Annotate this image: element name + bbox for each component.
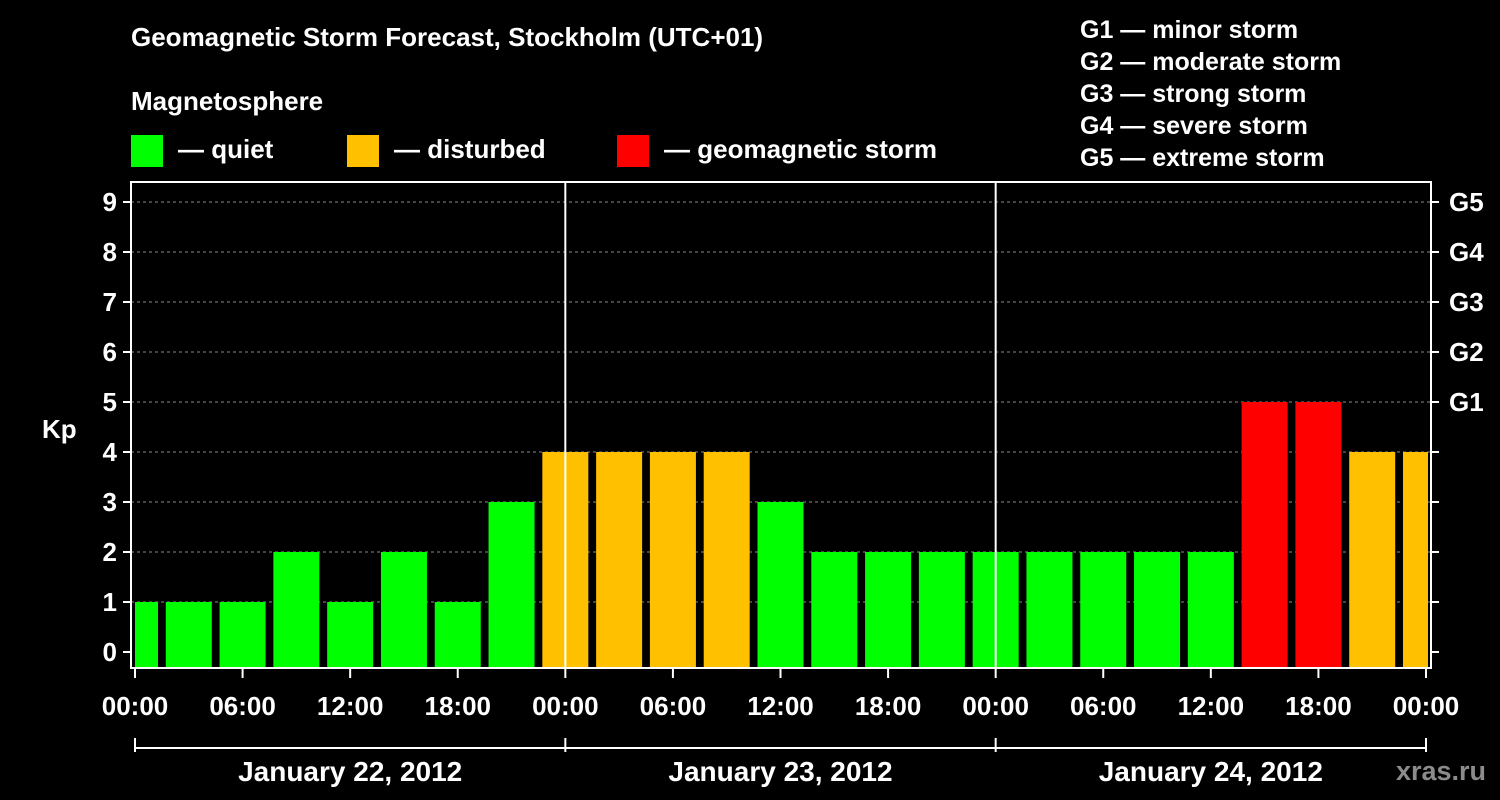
date-label: January 22, 2012	[238, 756, 462, 787]
chart-title: Geomagnetic Storm Forecast, Stockholm (U…	[131, 22, 764, 52]
g-scale-label: G2	[1449, 337, 1484, 367]
kp-bar	[1134, 552, 1181, 668]
kp-bar	[488, 502, 535, 668]
x-tick-label: 12:00	[317, 691, 384, 721]
y-tick-label: 8	[103, 237, 117, 267]
date-label: January 23, 2012	[668, 756, 892, 787]
kp-bar	[1080, 552, 1127, 668]
legend-label-disturbed: — disturbed	[394, 134, 546, 164]
x-tick-label: 12:00	[747, 691, 814, 721]
g-scale-item: G4 — severe storm	[1080, 112, 1308, 140]
x-tick-label: 00:00	[962, 691, 1029, 721]
watermark: xras.ru	[1395, 756, 1486, 786]
g-scale-item: G1 — minor storm	[1080, 16, 1299, 44]
kp-bar	[596, 452, 643, 668]
g-scale-list: G1 — minor storm G2 — moderate storm G3 …	[1080, 14, 1341, 174]
legend-swatch-storm	[617, 135, 649, 167]
kp-bar	[219, 602, 266, 668]
g-scale-label: G4	[1449, 237, 1484, 267]
y-tick-label: 4	[103, 437, 118, 467]
kp-bar	[918, 552, 965, 668]
kp-bar	[165, 602, 212, 668]
kp-bar	[1403, 452, 1428, 668]
x-tick-label: 00:00	[1393, 691, 1460, 721]
kp-bar	[1187, 552, 1234, 668]
x-tick-label: 00:00	[102, 691, 169, 721]
chart-subtitle: Magnetosphere	[131, 86, 324, 116]
legend-label-quiet: — quiet	[178, 134, 274, 164]
x-tick-label: 12:00	[1178, 691, 1245, 721]
kp-bar	[649, 452, 696, 668]
y-tick-label: 3	[103, 487, 117, 517]
y-tick-label: 0	[103, 637, 117, 667]
y-tick-label: 1	[103, 587, 117, 617]
y-tick-label: 7	[103, 287, 117, 317]
g-scale-item: G3 — strong storm	[1080, 80, 1307, 108]
kp-bar	[327, 602, 374, 668]
legend-swatch-disturbed	[347, 135, 379, 167]
kp-bar	[380, 552, 427, 668]
kp-bar	[703, 452, 750, 668]
x-tick-label: 00:00	[532, 691, 599, 721]
y-axis-label: Kp	[42, 414, 77, 444]
g-scale-label: G1	[1449, 387, 1484, 417]
x-tick-label: 18:00	[855, 691, 922, 721]
x-tick-label: 06:00	[1070, 691, 1137, 721]
x-tick-label: 06:00	[640, 691, 707, 721]
kp-bar	[1026, 552, 1073, 668]
kp-bar	[135, 602, 158, 668]
g-scale-item: G5 — extreme storm	[1080, 144, 1325, 172]
y-tick-label: 2	[103, 537, 117, 567]
y-tick-label: 9	[103, 187, 117, 217]
g-scale-item: G2 — moderate storm	[1080, 48, 1342, 76]
x-tick-label: 18:00	[1285, 691, 1352, 721]
date-label: January 24, 2012	[1099, 756, 1323, 787]
y-tick-label: 5	[103, 387, 117, 417]
kp-bar	[1295, 402, 1342, 668]
x-tick-label: 06:00	[209, 691, 276, 721]
kp-bar	[865, 552, 912, 668]
g-scale-label: G5	[1449, 187, 1484, 217]
kp-bar	[273, 552, 320, 668]
kp-bar	[757, 502, 804, 668]
kp-bar	[1349, 452, 1396, 668]
g-scale-label: G3	[1449, 287, 1484, 317]
kp-bar	[434, 602, 481, 668]
y-tick-label: 6	[103, 337, 117, 367]
kp-bar	[811, 552, 858, 668]
kp-bar	[1241, 402, 1288, 668]
legend-swatch-quiet	[131, 135, 163, 167]
legend-label-storm: — geomagnetic storm	[664, 134, 938, 164]
x-tick-label: 18:00	[425, 691, 492, 721]
